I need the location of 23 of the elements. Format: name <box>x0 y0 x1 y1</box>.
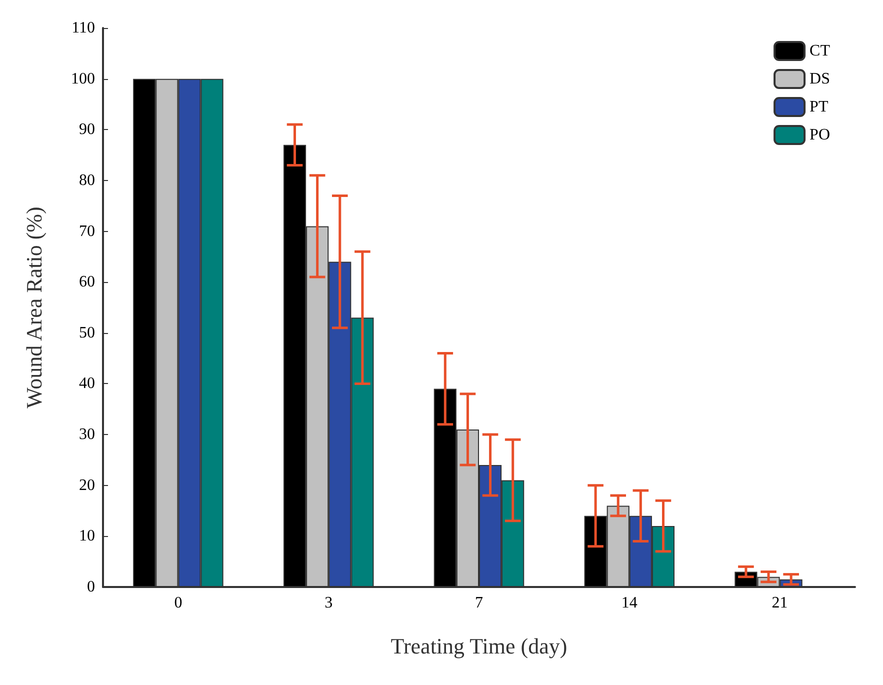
y-tick-label: 60 <box>79 274 95 291</box>
x-axis-title: Treating Time (day) <box>390 634 568 658</box>
y-tick-label: 90 <box>79 121 95 138</box>
legend-label: PT <box>810 98 828 116</box>
y-tick-label: 40 <box>79 375 95 392</box>
y-tick-label: 50 <box>79 324 95 342</box>
y-tick-label: 100 <box>71 70 95 88</box>
y-tick-label: 30 <box>79 426 95 444</box>
y-tick-label: 10 <box>79 528 95 545</box>
y-tick-label: 80 <box>79 172 95 189</box>
y-axis-title: Wound Area Ratio (%) <box>22 206 46 408</box>
x-tick-label: 0 <box>174 594 182 612</box>
y-tick-label: 110 <box>72 20 95 36</box>
legend-label: CT <box>810 42 830 60</box>
y-tick-label: 0 <box>87 578 95 596</box>
legend-label: PO <box>810 126 830 144</box>
y-tick-label: 20 <box>79 476 95 494</box>
y-tick-label: 70 <box>79 222 95 240</box>
legend-label: DS <box>810 70 830 88</box>
x-tick-label: 7 <box>475 594 483 612</box>
x-tick-label: 14 <box>621 594 638 612</box>
x-tick-label: 3 <box>324 594 333 612</box>
x-tick-label: 21 <box>772 594 788 612</box>
